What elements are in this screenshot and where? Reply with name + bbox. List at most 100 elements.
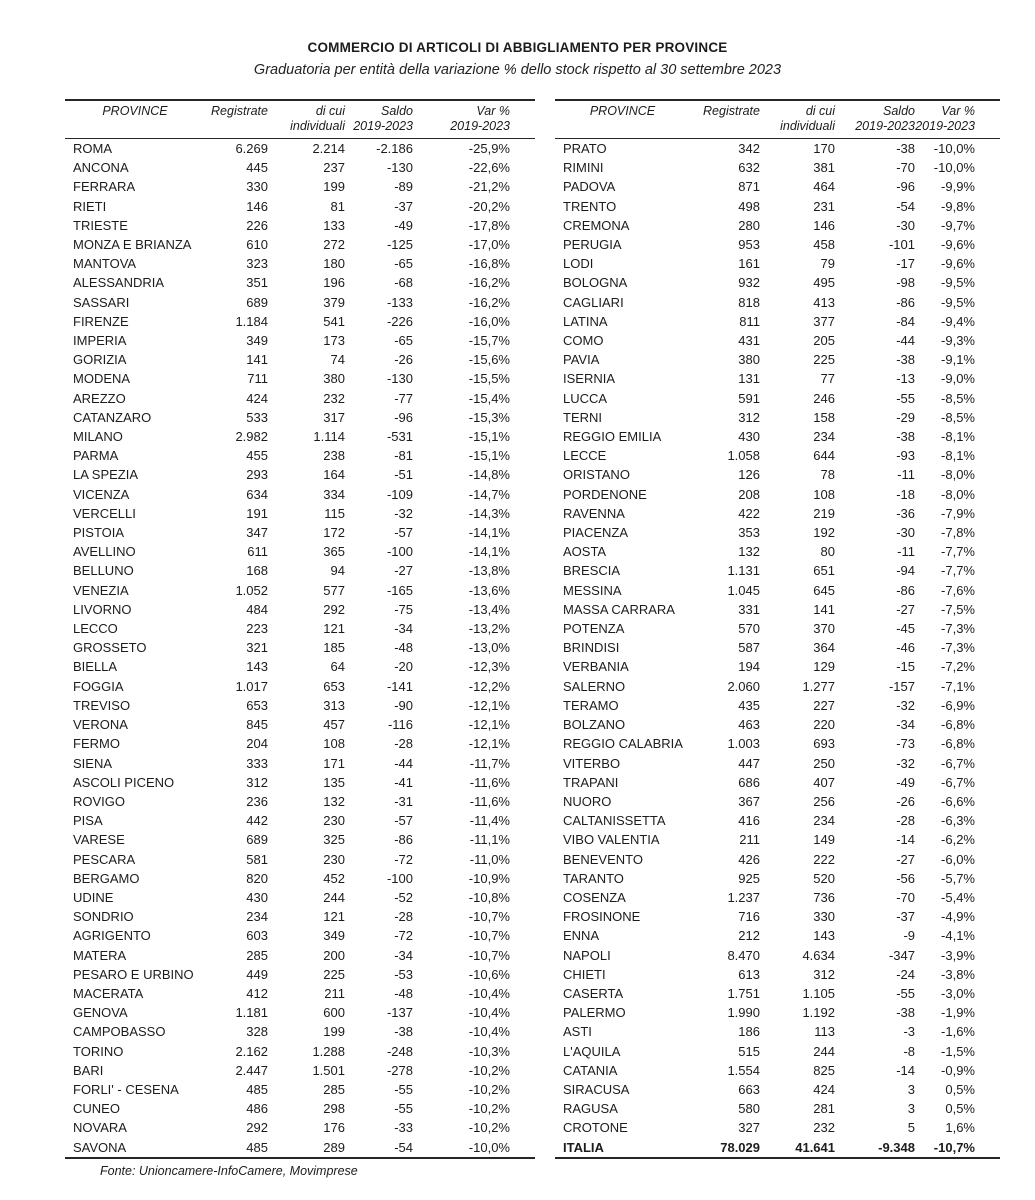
province-cell: CATANZARO [73, 409, 152, 425]
var-cell: -8,5% [941, 409, 975, 425]
table-row: VERBANIA 194 129 -15 -7,2% [555, 657, 1000, 676]
registrate-cell: 208 [738, 486, 760, 502]
column-header-saldo: Saldo 2019-2023 [835, 100, 915, 139]
var-cell: -9,6% [941, 256, 975, 272]
registrate-cell: 78.029 [720, 1139, 760, 1155]
province-cell: MATERA [73, 947, 127, 963]
individuali-cell: 225 [813, 352, 835, 368]
saldo-cell: -73 [896, 736, 915, 752]
saldo-cell: -55 [394, 1101, 413, 1117]
saldo-cell: -84 [896, 313, 915, 329]
province-cell: FIRENZE [73, 313, 129, 329]
province-cell: PARMA [73, 448, 119, 464]
saldo-cell: -15 [896, 659, 915, 675]
province-cell: FOGGIA [73, 678, 124, 694]
saldo-cell: -57 [394, 813, 413, 829]
saldo-cell: -38 [896, 1005, 915, 1021]
page-title: COMMERCIO DI ARTICOLI DI ABBIGLIAMENTO P… [307, 40, 728, 55]
var-cell: -7,7% [941, 544, 975, 560]
table-row: POTENZA 570 370 -45 -7,3% [555, 619, 1000, 638]
table-row: CROTONE 327 232 5 1,6% [555, 1118, 1000, 1137]
individuali-cell: 285 [323, 1081, 345, 1097]
saldo-cell: -130 [386, 160, 413, 176]
var-cell: -11,7% [469, 755, 510, 771]
individuali-cell: 413 [813, 294, 835, 310]
saldo-cell: 5 [907, 1120, 915, 1136]
saldo-cell: -2.186 [376, 141, 413, 156]
registrate-cell: 871 [738, 179, 760, 195]
individuali-cell: 176 [323, 1120, 345, 1136]
table-row: ISERNIA 131 77 -13 -9,0% [555, 369, 1000, 388]
saldo-cell: -86 [394, 832, 413, 848]
individuali-cell: 250 [813, 755, 835, 771]
var-cell: -3,8% [941, 966, 975, 982]
province-cell: VERBANIA [563, 659, 629, 675]
individuali-cell: 205 [813, 333, 835, 349]
saldo-cell: -17 [896, 256, 915, 272]
saldo-cell: -37 [394, 198, 413, 214]
var-cell: -12,2% [468, 678, 510, 694]
province-cell: AOSTA [563, 544, 607, 560]
registrate-cell: 581 [246, 851, 268, 867]
registrate-cell: 323 [246, 256, 268, 272]
province-cell: PAVIA [563, 352, 600, 368]
registrate-cell: 1.990 [727, 1005, 760, 1021]
registrate-cell: 484 [246, 601, 268, 617]
individuali-cell: 1.277 [802, 678, 835, 694]
saldo-cell: -53 [394, 966, 413, 982]
table-row: UDINE 430 244 -52 -10,8% [65, 888, 535, 907]
right-table: PROVINCE Registrate di cui individuali S… [555, 99, 1000, 1159]
province-cell: GROSSETO [73, 640, 147, 656]
individuali-cell: 364 [813, 640, 835, 656]
province-cell: SAVONA [73, 1139, 127, 1155]
registrate-cell: 280 [738, 217, 760, 233]
table-row: TERNI 312 158 -29 -8,5% [555, 408, 1000, 427]
table-row: VENEZIA 1.052 577 -165 -13,6% [65, 581, 535, 600]
var-cell: -6,0% [941, 851, 975, 867]
table-row: RIETI 146 81 -37 -20,2% [65, 197, 535, 216]
var-cell: -14,3% [468, 505, 510, 521]
table-row: AGRIGENTO 603 349 -72 -10,7% [65, 926, 535, 945]
registrate-cell: 380 [738, 352, 760, 368]
table-row: MACERATA 412 211 -48 -10,4% [65, 984, 535, 1003]
column-header-registrate: Registrate [690, 100, 760, 139]
province-cell: ASCOLI PICENO [73, 774, 175, 790]
individuali-cell: 377 [813, 313, 835, 329]
province-cell: SIRACUSA [563, 1081, 630, 1097]
registrate-cell: 632 [738, 160, 760, 176]
table-row: BENEVENTO 426 222 -27 -6,0% [555, 850, 1000, 869]
table-row: NOVARA 292 176 -33 -10,2% [65, 1118, 535, 1137]
province-cell: TARANTO [563, 870, 624, 886]
individuali-cell: 199 [323, 179, 345, 195]
individuali-cell: 211 [324, 985, 345, 1001]
registrate-cell: 533 [246, 409, 268, 425]
saldo-cell: -77 [394, 390, 413, 406]
individuali-cell: 541 [323, 313, 345, 329]
province-cell: PIACENZA [563, 525, 629, 541]
individuali-cell: 349 [323, 928, 345, 944]
individuali-cell: 370 [813, 621, 835, 637]
table-row: PISTOIA 347 172 -57 -14,1% [65, 523, 535, 542]
province-cell: RAVENNA [563, 505, 625, 521]
saldo-cell: -9 [903, 928, 915, 944]
province-cell: VIBO VALENTIA [563, 832, 660, 848]
registrate-cell: 611 [247, 544, 268, 560]
table-row: PALERMO 1.990 1.192 -38 -1,9% [555, 1003, 1000, 1022]
province-cell: PISA [73, 813, 103, 829]
table-row: MILANO 2.982 1.114 -531 -15,1% [65, 427, 535, 446]
province-cell: ENNA [563, 928, 600, 944]
right-table-header: PROVINCE Registrate di cui individuali S… [555, 100, 1000, 139]
var-cell: -16,2% [468, 275, 510, 291]
individuali-cell: 495 [813, 275, 835, 291]
province-cell: AGRIGENTO [73, 928, 151, 944]
saldo-cell: -51 [394, 467, 413, 483]
registrate-cell: 686 [738, 774, 760, 790]
var-cell: -10,8% [468, 889, 510, 905]
table-row: GROSSETO 321 185 -48 -13,0% [65, 638, 535, 657]
individuali-cell: 1.192 [802, 1005, 835, 1021]
saldo-cell: -31 [394, 793, 413, 809]
province-cell: TERAMO [563, 697, 619, 713]
var-cell: -6,7% [941, 755, 975, 771]
province-cell: CROTONE [563, 1120, 628, 1136]
saldo-cell: -116 [387, 717, 413, 733]
